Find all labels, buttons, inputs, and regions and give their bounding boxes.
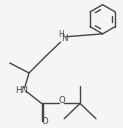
Text: O: O bbox=[42, 117, 49, 126]
Text: H: H bbox=[59, 30, 64, 39]
Text: HN: HN bbox=[15, 86, 28, 95]
Text: N: N bbox=[61, 34, 68, 43]
Text: O: O bbox=[58, 96, 65, 105]
